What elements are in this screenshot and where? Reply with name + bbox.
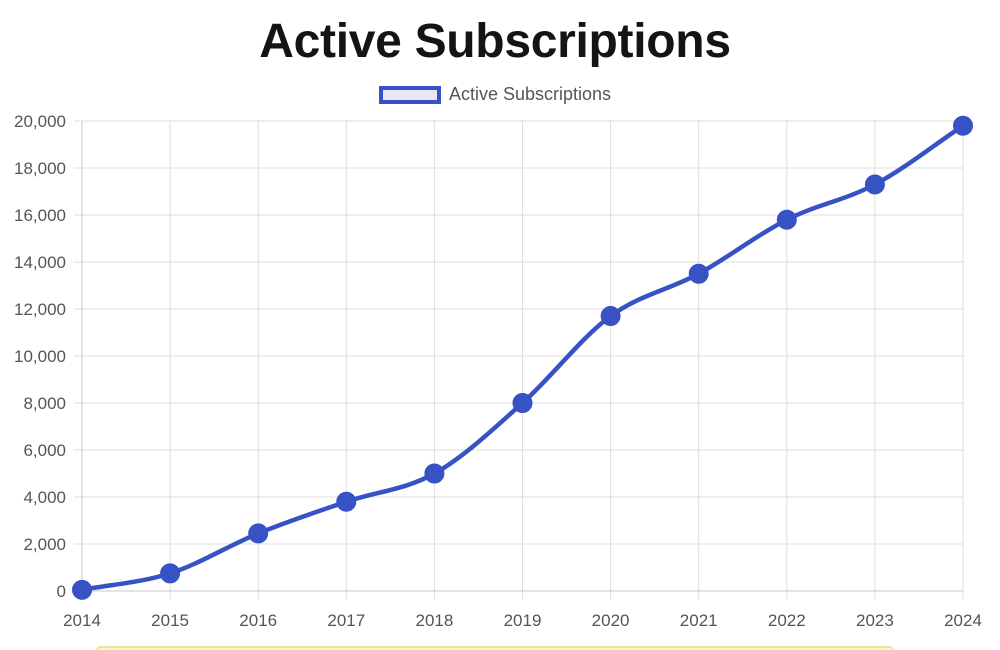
data-point[interactable] [688,263,709,284]
data-point[interactable] [864,174,885,195]
legend-label[interactable]: Active Subscriptions [448,84,612,104]
legend-swatch[interactable] [378,85,441,104]
data-point[interactable] [336,491,357,512]
data-point[interactable] [600,306,621,327]
x-tick-label: 2022 [768,611,806,630]
x-tick-label: 2014 [63,611,101,630]
data-point[interactable] [776,209,797,230]
y-tick-label: 10,000 [14,347,66,366]
data-point[interactable] [953,115,973,136]
data-point[interactable] [72,579,92,600]
data-point[interactable] [248,523,269,544]
legend: Active Subscriptions [0,84,990,105]
bottom-banner [95,646,895,650]
y-tick-label: 4,000 [23,488,66,507]
x-tick-label: 2018 [415,611,453,630]
y-tick-label: 16,000 [14,206,66,225]
x-tick-label: 2015 [151,611,189,630]
x-tick-label: 2021 [680,611,718,630]
y-tick-label: 14,000 [14,253,66,272]
x-tick-label: 2020 [592,611,630,630]
y-tick-label: 8,000 [23,394,66,413]
y-tick-label: 18,000 [14,159,66,178]
data-point[interactable] [512,393,533,413]
x-tick-label: 2024 [944,611,982,630]
y-tick-label: 2,000 [23,535,66,554]
x-tick-label: 2023 [856,611,894,630]
x-tick-label: 2016 [239,611,277,630]
y-tick-label: 20,000 [14,112,66,131]
y-tick-label: 12,000 [14,300,66,319]
y-tick-label: 0 [57,582,66,601]
y-tick-label: 6,000 [23,441,66,460]
x-tick-label: 2019 [504,611,542,630]
x-tick-label: 2017 [327,611,365,630]
data-point[interactable] [424,463,445,484]
data-point[interactable] [160,563,181,584]
chart-title: Active Subscriptions [259,15,731,68]
